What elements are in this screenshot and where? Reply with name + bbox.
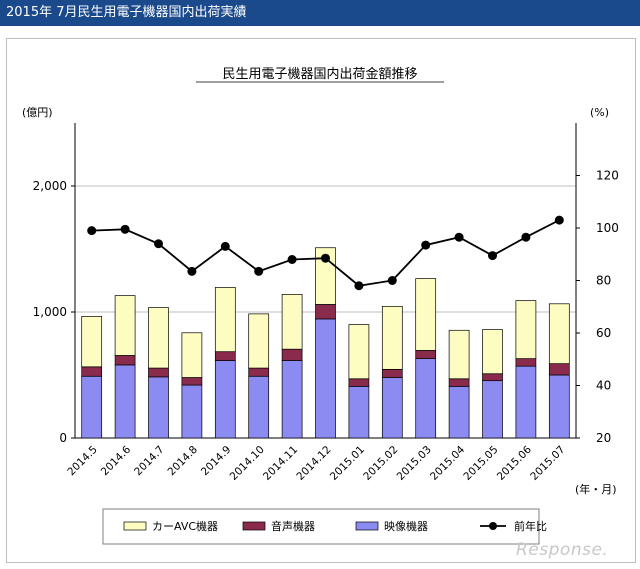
x-tick-label-2015.06: 2015.06: [495, 443, 534, 482]
response-watermark-logo: Response.: [516, 540, 609, 560]
yoy-point-2014.7: [154, 239, 163, 249]
x-tick-label-2015.05: 2015.05: [461, 444, 500, 483]
bar-car-avc-2014.9: [214, 287, 236, 353]
x-tick-label-2015.07: 2015.07: [528, 444, 567, 483]
bar-video-2014.11: [281, 360, 303, 439]
x-tick-label-2014.6: 2014.6: [99, 443, 134, 478]
bar-audio-2014.11: [281, 348, 303, 361]
yoy-point-2015.05: [488, 251, 497, 261]
yoy-point-2015.06: [521, 232, 531, 242]
yoy-point-2015.07: [554, 215, 564, 225]
page-header: 2015年 7月民生用電子機器国内出荷実績: [0, 0, 640, 26]
right-tick-label-1: 40: [596, 379, 611, 393]
yoy-point-2014.6: [120, 224, 130, 234]
bar-audio-2014.7: [148, 367, 169, 378]
yoy-point-2014.12: [321, 253, 330, 263]
x-tick-label-2014.11: 2014.11: [261, 444, 300, 483]
chart-title: 民生用電子機器国内出荷金額推移: [222, 66, 417, 82]
bar-video-2014.8: [181, 384, 203, 439]
bar-video-2014.9: [214, 360, 236, 439]
x-tick-label-2015.01: 2015.01: [328, 444, 367, 483]
page-header-title: 2015年 7月民生用電子機器国内出荷実績: [6, 5, 247, 20]
x-tick-label-2014.7: 2014.7: [132, 444, 166, 478]
x-axis-unit-label: (年・月): [575, 482, 617, 496]
bar-audio-2014.8: [181, 377, 203, 386]
bar-video-2015.05: [482, 380, 503, 439]
right-tick-label-3: 80: [596, 274, 611, 288]
bar-video-2014.10: [248, 375, 270, 439]
legend-swatch-car-avc: [123, 521, 147, 531]
yoy-point-2015.04: [454, 232, 464, 242]
bar-car-avc-2014.5: [81, 316, 103, 368]
legend-label-audio: 音声機器: [271, 519, 315, 533]
bar-audio-2014.12: [315, 304, 336, 320]
yoy-point-2014.9: [220, 241, 230, 251]
bar-video-2015.02: [381, 377, 403, 439]
x-tick-label-2014.5: 2014.5: [65, 444, 99, 478]
yoy-point-2014.8: [187, 266, 197, 276]
yoy-point-2014.5: [87, 226, 97, 236]
legend-swatch-audio: [242, 521, 266, 531]
x-tick-label-2015.02: 2015.02: [361, 444, 400, 483]
bar-car-avc-2015.05: [482, 329, 503, 375]
bar-audio-2015.02: [381, 368, 403, 378]
x-tick-label-2014.10: 2014.10: [228, 444, 267, 483]
bar-audio-2015.03: [415, 350, 437, 359]
legend-label-video: 映像機器: [384, 519, 428, 533]
right-tick-label-4: 100: [596, 221, 619, 235]
right-tick-label-0: 20: [596, 431, 611, 445]
bar-audio-2015.07: [548, 363, 570, 376]
bar-video-2014.7: [148, 376, 169, 439]
legend-label-car-avc: カーAVC機器: [152, 519, 218, 533]
bar-car-avc-2014.10: [248, 313, 270, 369]
bar-audio-2014.10: [248, 367, 270, 377]
left-axis-unit-label: (億円): [22, 106, 53, 119]
legend-box: [102, 508, 540, 545]
bar-audio-2014.9: [214, 351, 236, 361]
bar-audio-2014.5: [81, 366, 103, 377]
bar-video-2014.6: [114, 364, 136, 439]
bar-video-2015.06: [515, 365, 537, 439]
bar-video-2015.07: [548, 374, 570, 439]
x-tick-label-2014.12: 2014.12: [294, 444, 333, 483]
bar-car-avc-2015.07: [548, 303, 570, 365]
x-tick-label-2014.8: 2014.8: [166, 444, 200, 478]
bar-audio-2015.05: [482, 373, 503, 382]
legend-swatch-video: [355, 521, 379, 531]
bar-audio-2015.04: [448, 378, 470, 387]
bar-car-avc-2014.11: [281, 294, 303, 350]
bar-audio-2015.01: [348, 378, 370, 387]
legend-label-yoy: 前年比: [514, 519, 547, 533]
yoy-point-2015.03: [421, 240, 431, 250]
bar-car-avc-2014.6: [114, 295, 136, 356]
bar-video-2015.03: [415, 358, 437, 439]
left-tick-label-1: 1,000: [33, 305, 67, 319]
yoy-point-2015.01: [354, 281, 364, 291]
bar-car-avc-2015.03: [415, 278, 437, 351]
bar-video-2015.01: [348, 385, 370, 439]
bar-car-avc-2014.8: [181, 332, 203, 378]
bar-audio-2015.06: [515, 358, 537, 367]
yoy-point-2014.11: [287, 255, 297, 264]
right-tick-label-5: 120: [596, 169, 619, 183]
left-tick-label-2: 2,000: [33, 179, 67, 193]
yoy-point-2014.10: [254, 266, 264, 276]
right-tick-label-2: 60: [596, 326, 611, 340]
x-tick-label-2015.03: 2015.03: [395, 444, 434, 483]
x-tick-label-2015.04: 2015.04: [428, 443, 467, 482]
bar-car-avc-2015.02: [381, 305, 403, 370]
bar-audio-2014.6: [114, 355, 136, 366]
yoy-point-2015.02: [387, 276, 397, 285]
right-axis-unit-label: (%): [590, 106, 609, 119]
bar-car-avc-2015.04: [448, 329, 470, 380]
legend-swatch-yoy-point: [489, 522, 497, 530]
bar-video-2014.12: [315, 318, 336, 439]
bar-car-avc-2014.7: [148, 307, 169, 369]
bar-car-avc-2015.06: [515, 300, 537, 359]
bar-car-avc-2015.01: [348, 324, 370, 380]
bar-video-2014.5: [81, 375, 103, 439]
left-tick-label-0: 0: [59, 431, 67, 445]
bar-video-2015.04: [448, 385, 470, 439]
